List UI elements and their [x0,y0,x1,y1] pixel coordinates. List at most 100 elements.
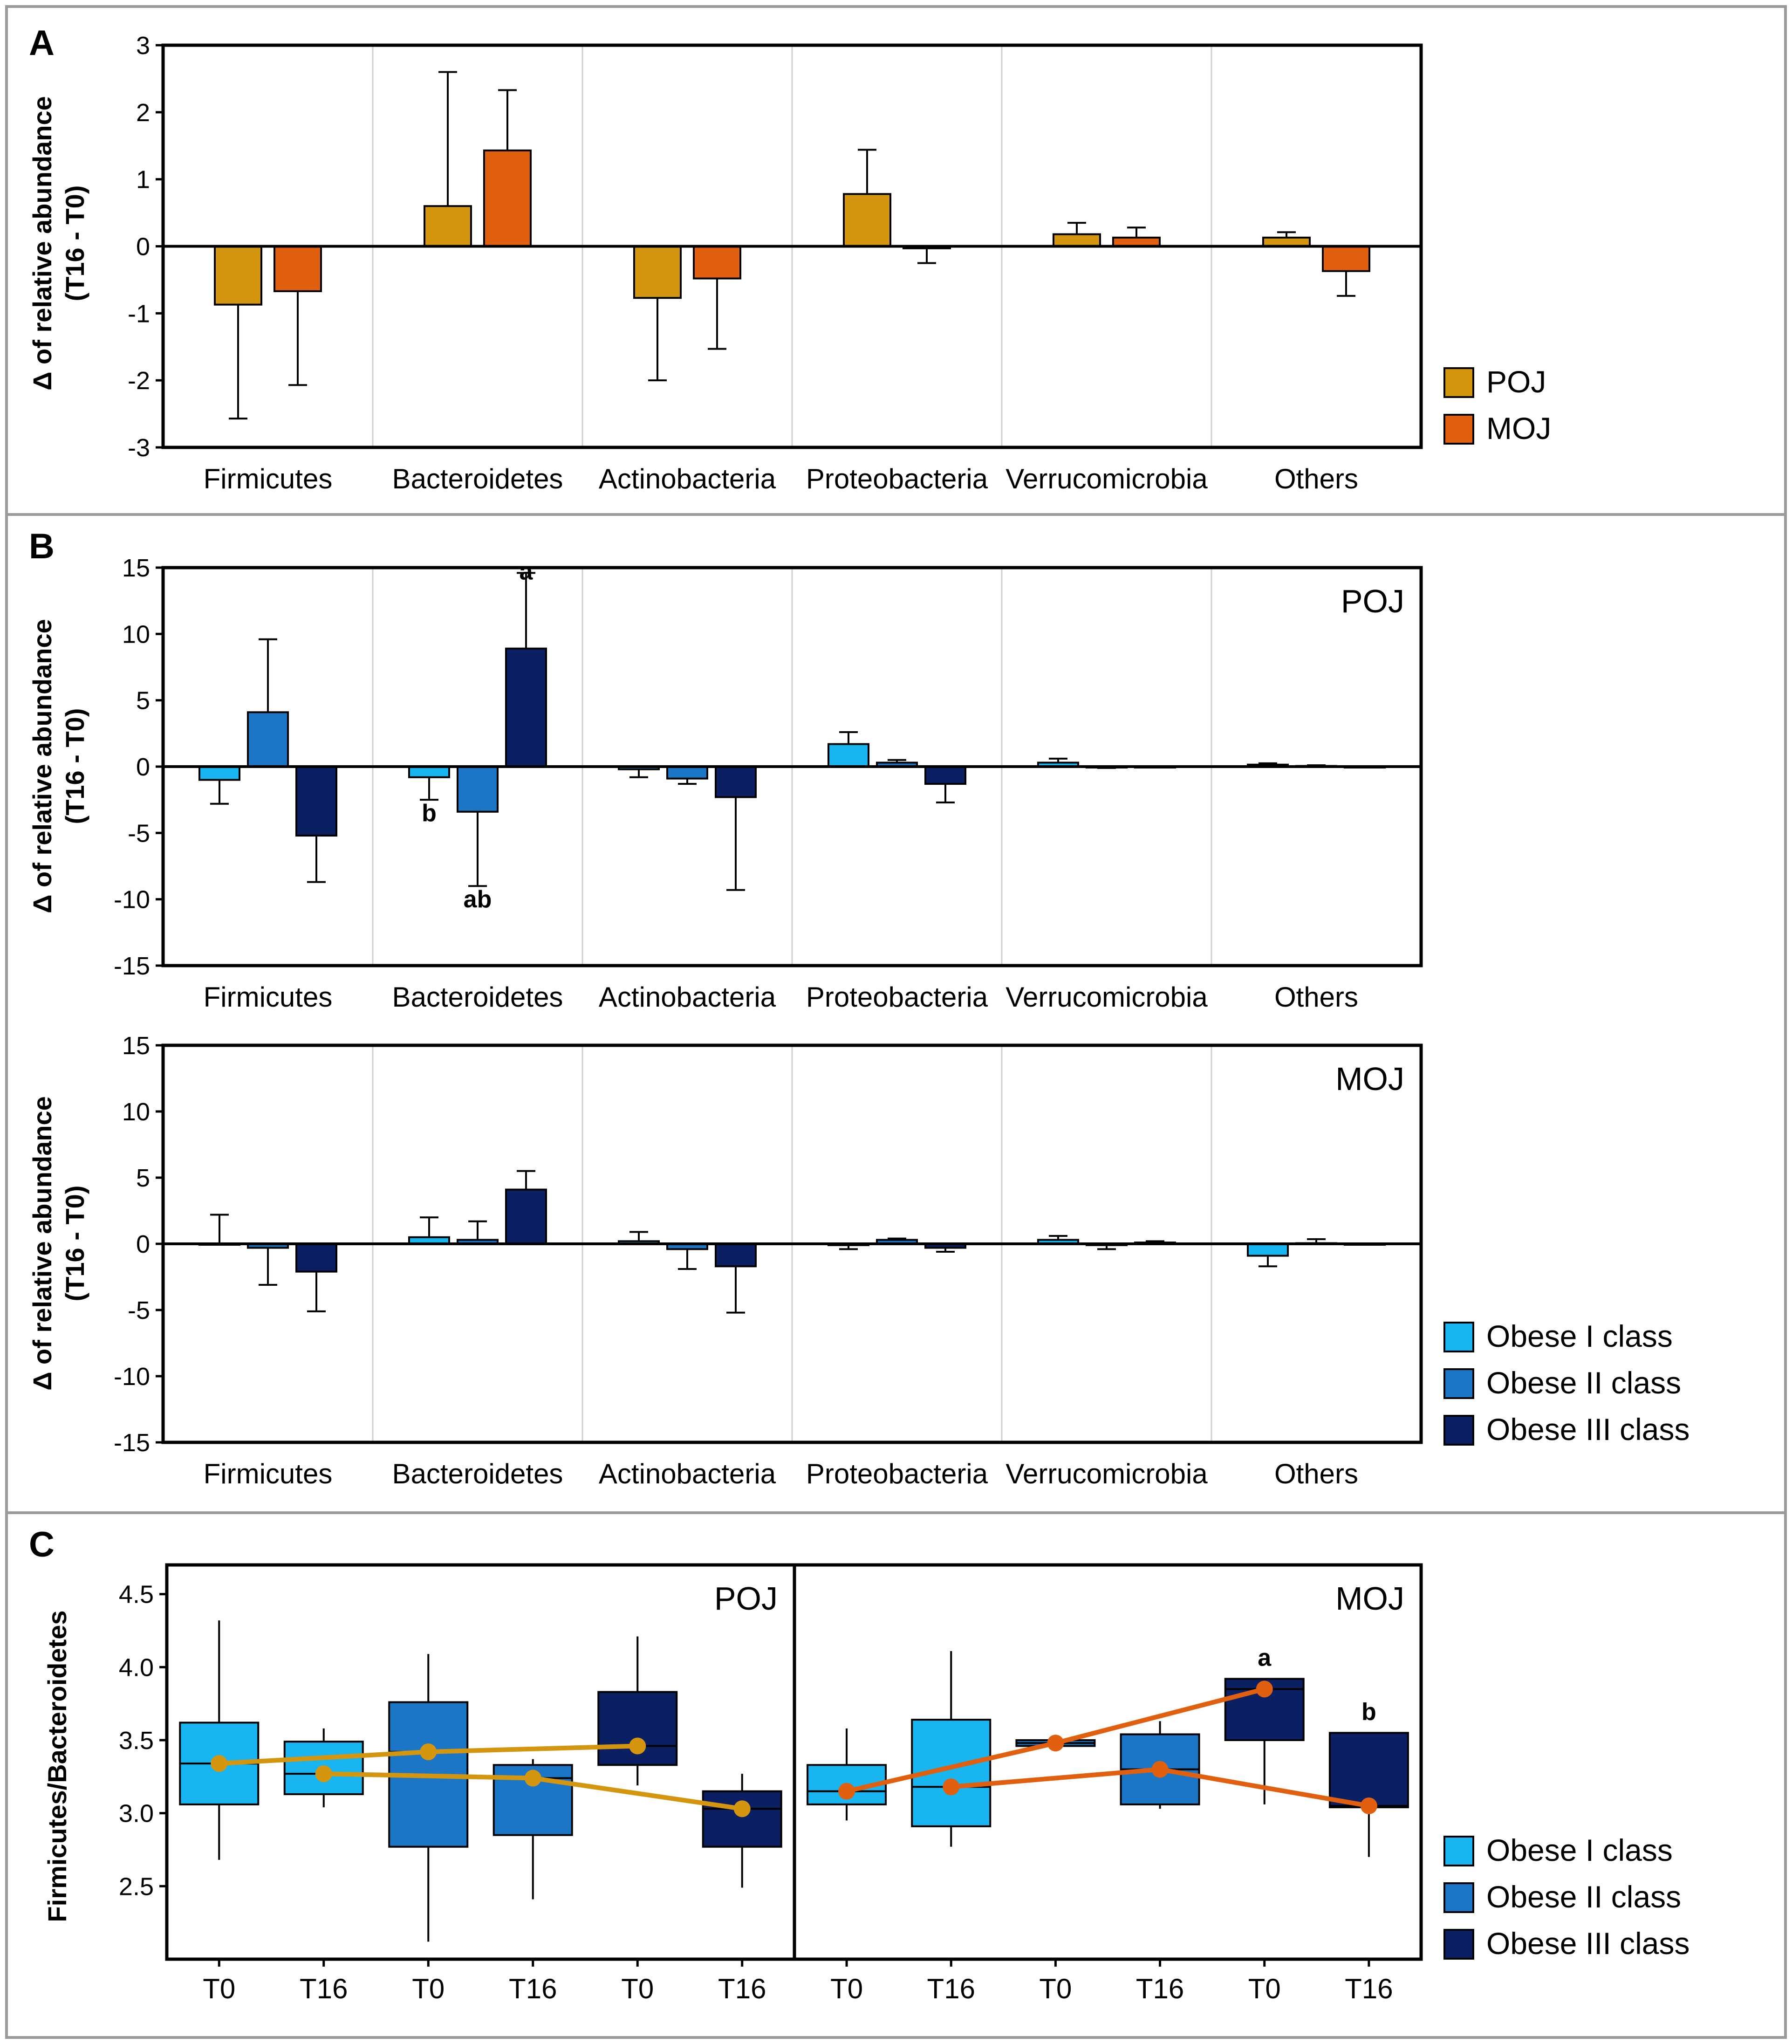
error-bar-obese-i-class-actinobacteria [629,1231,648,1241]
chart-title: POJ [1341,583,1404,619]
bar-obese-iii-class-firmicutes [295,1243,337,1273]
x-tick-label-moj: T16 [1345,1973,1393,2004]
x-category-firmicutes: Firmicutes [204,463,333,494]
error-bar-poj-others [1277,231,1296,238]
y-tick-label: 0 [136,753,150,781]
box-moj-obese-iii-class-t16 [1328,1732,1409,1809]
mean-point-moj [838,1783,855,1800]
x-category-verrucomicrobia: Verrucomicrobia [1005,981,1208,1013]
subplot-title-moj: MOJ [1335,1580,1404,1617]
x-tick-label-poj: T0 [203,1973,235,2004]
y-label-b-moj-line2: (T16 - T0) [60,1186,89,1302]
significance-label: b [1361,1698,1376,1725]
error-bar-obese-iii-class-bacteroidetes [517,572,535,649]
mean-point-moj [943,1778,960,1796]
bar-obese-i-class-proteobacteria [828,743,869,768]
legend-b-label-obese-ii-class: Obese II class [1486,1365,1681,1400]
x-category-proteobacteria: Proteobacteria [806,463,988,494]
y-tick-label: 2.5 [119,1873,154,1900]
mean-point-poj [524,1770,541,1787]
y-tick-label: 10 [122,620,150,648]
legend-b-swatch-obese-ii-class [1443,1368,1474,1399]
x-category-bacteroidetes: Bacteroidetes [392,1458,563,1489]
error-bar-obese-i-class-others [1259,1255,1277,1268]
legend-c-label-obese-i-class: Obese I class [1486,1833,1673,1867]
y-tick-label: 1 [136,166,150,194]
x-tick-label-poj: T16 [718,1973,766,2004]
legend-c-label-obese-ii-class: Obese II class [1486,1879,1681,1914]
y-label-b-poj: Δ of relative abundance (T16 - T0) [27,619,89,913]
y-tick-label: 2 [136,99,150,127]
error-bar-obese-iii-class-actinobacteria [726,797,745,891]
y-label-a-line2: (T16 - T0) [60,185,89,302]
x-category-firmicutes: Firmicutes [204,1458,333,1489]
error-bar-poj-firmicutes [229,304,247,420]
y-tick-label: 3.0 [119,1800,154,1828]
error-bar-obese-ii-class-bacteroidetes [468,811,487,887]
chart-b-poj: 15 10 5 0 -5 -10 -15 Firmicutes Bacteroidetes Act… [114,554,1423,1013]
x-tick-label-moj: T16 [927,1973,975,2004]
y-tick-label: 0 [136,1230,150,1258]
error-bar-obese-ii-class-actinobacteria [678,778,697,785]
bar-moj-bacteroidetes [483,149,532,247]
x-category-bacteroidetes: Bacteroidetes [392,463,563,494]
y-tick-label: 3.5 [119,1727,154,1755]
legend-b-swatch-obese-iii-class [1443,1415,1474,1446]
panel-c-label: C [29,1525,55,1564]
x-category-proteobacteria: Proteobacteria [806,981,988,1013]
x-category-others: Others [1274,463,1358,494]
y-tick-label: 0 [136,233,150,261]
error-bar-obese-i-class-firmicutes [210,1214,229,1244]
mean-point-poj [733,1800,751,1818]
x-tick-label-poj: T0 [621,1973,654,2004]
legend-a-swatch-moj [1443,414,1474,445]
y-label-c: Firmicutes/Bacteroidetes [42,1610,72,1922]
bar-obese-iii-class-actinobacteria [715,766,757,798]
y-tick-label: -10 [114,1363,150,1391]
chart-b-moj: 15 10 5 0 -5 -10 -15 Firmicutes Bacteroidetes Act… [114,1032,1423,1489]
x-category-bacteroidetes: Bacteroidetes [392,981,563,1013]
x-category-firmicutes: Firmicutes [204,981,333,1013]
x-category-verrucomicrobia: Verrucomicrobia [1005,463,1208,494]
significance-label: ab [464,886,492,913]
error-bar-obese-iii-class-bacteroidetes [517,1170,535,1190]
error-bar-obese-ii-class-proteobacteria [888,1237,906,1240]
bar-poj-actinobacteria [633,245,682,299]
plot-frame [161,1043,1423,1444]
x-category-others: Others [1274,981,1358,1013]
bar-obese-ii-class-firmicutes [247,711,289,768]
mean-point-moj [1256,1680,1273,1698]
mean-point-poj [315,1765,332,1783]
x-tick-label-poj: T16 [509,1973,557,2004]
legend-c-swatch-obese-ii-class [1443,1882,1474,1913]
significance-label: a [1258,1644,1272,1671]
y-label-b-moj-line1: Δ of relative abundance [27,1096,57,1391]
error-bar-obese-ii-class-firmicutes [259,1248,277,1286]
x-category-verrucomicrobia: Verrucomicrobia [1005,1458,1208,1489]
y-tick-label: 4.0 [119,1653,154,1681]
legend-b-label-obese-i-class: Obese I class [1486,1319,1673,1353]
error-bar-obese-i-class-verrucomicrobia [1049,1235,1067,1240]
error-bar-obese-ii-class-firmicutes [259,638,277,713]
y-tick-label: 3 [136,32,150,60]
error-bar-obese-i-class-proteobacteria [839,1245,858,1250]
y-label-b-moj: Δ of relative abundance (T16 - T0) [27,1096,89,1391]
legend-b-label-obese-iii-class: Obese III class [1486,1412,1690,1447]
error-bar-poj-bacteroidetes [438,71,457,206]
y-tick-label: 15 [122,554,150,582]
y-tick-label: 15 [122,1032,150,1060]
x-tick-label-poj: T16 [300,1973,348,2004]
significance-label: b [422,800,437,827]
mean-point-moj [1047,1735,1064,1752]
y-label-b-poj-line2: (T16 - T0) [60,708,89,824]
error-bar-obese-iii-class-verrucomicrobia [1146,1240,1164,1243]
y-tick-label: -5 [128,1296,150,1324]
error-bar-obese-i-class-others [1259,762,1277,765]
legend-c-swatch-obese-i-class [1443,1836,1474,1866]
error-bar-obese-i-class-verrucomicrobia [1049,757,1067,763]
error-bar-poj-verrucomicrobia [1067,222,1086,234]
mean-point-poj [211,1755,228,1772]
bar-poj-bacteroidetes [424,205,472,247]
bar-obese-iii-class-firmicutes [295,766,337,837]
